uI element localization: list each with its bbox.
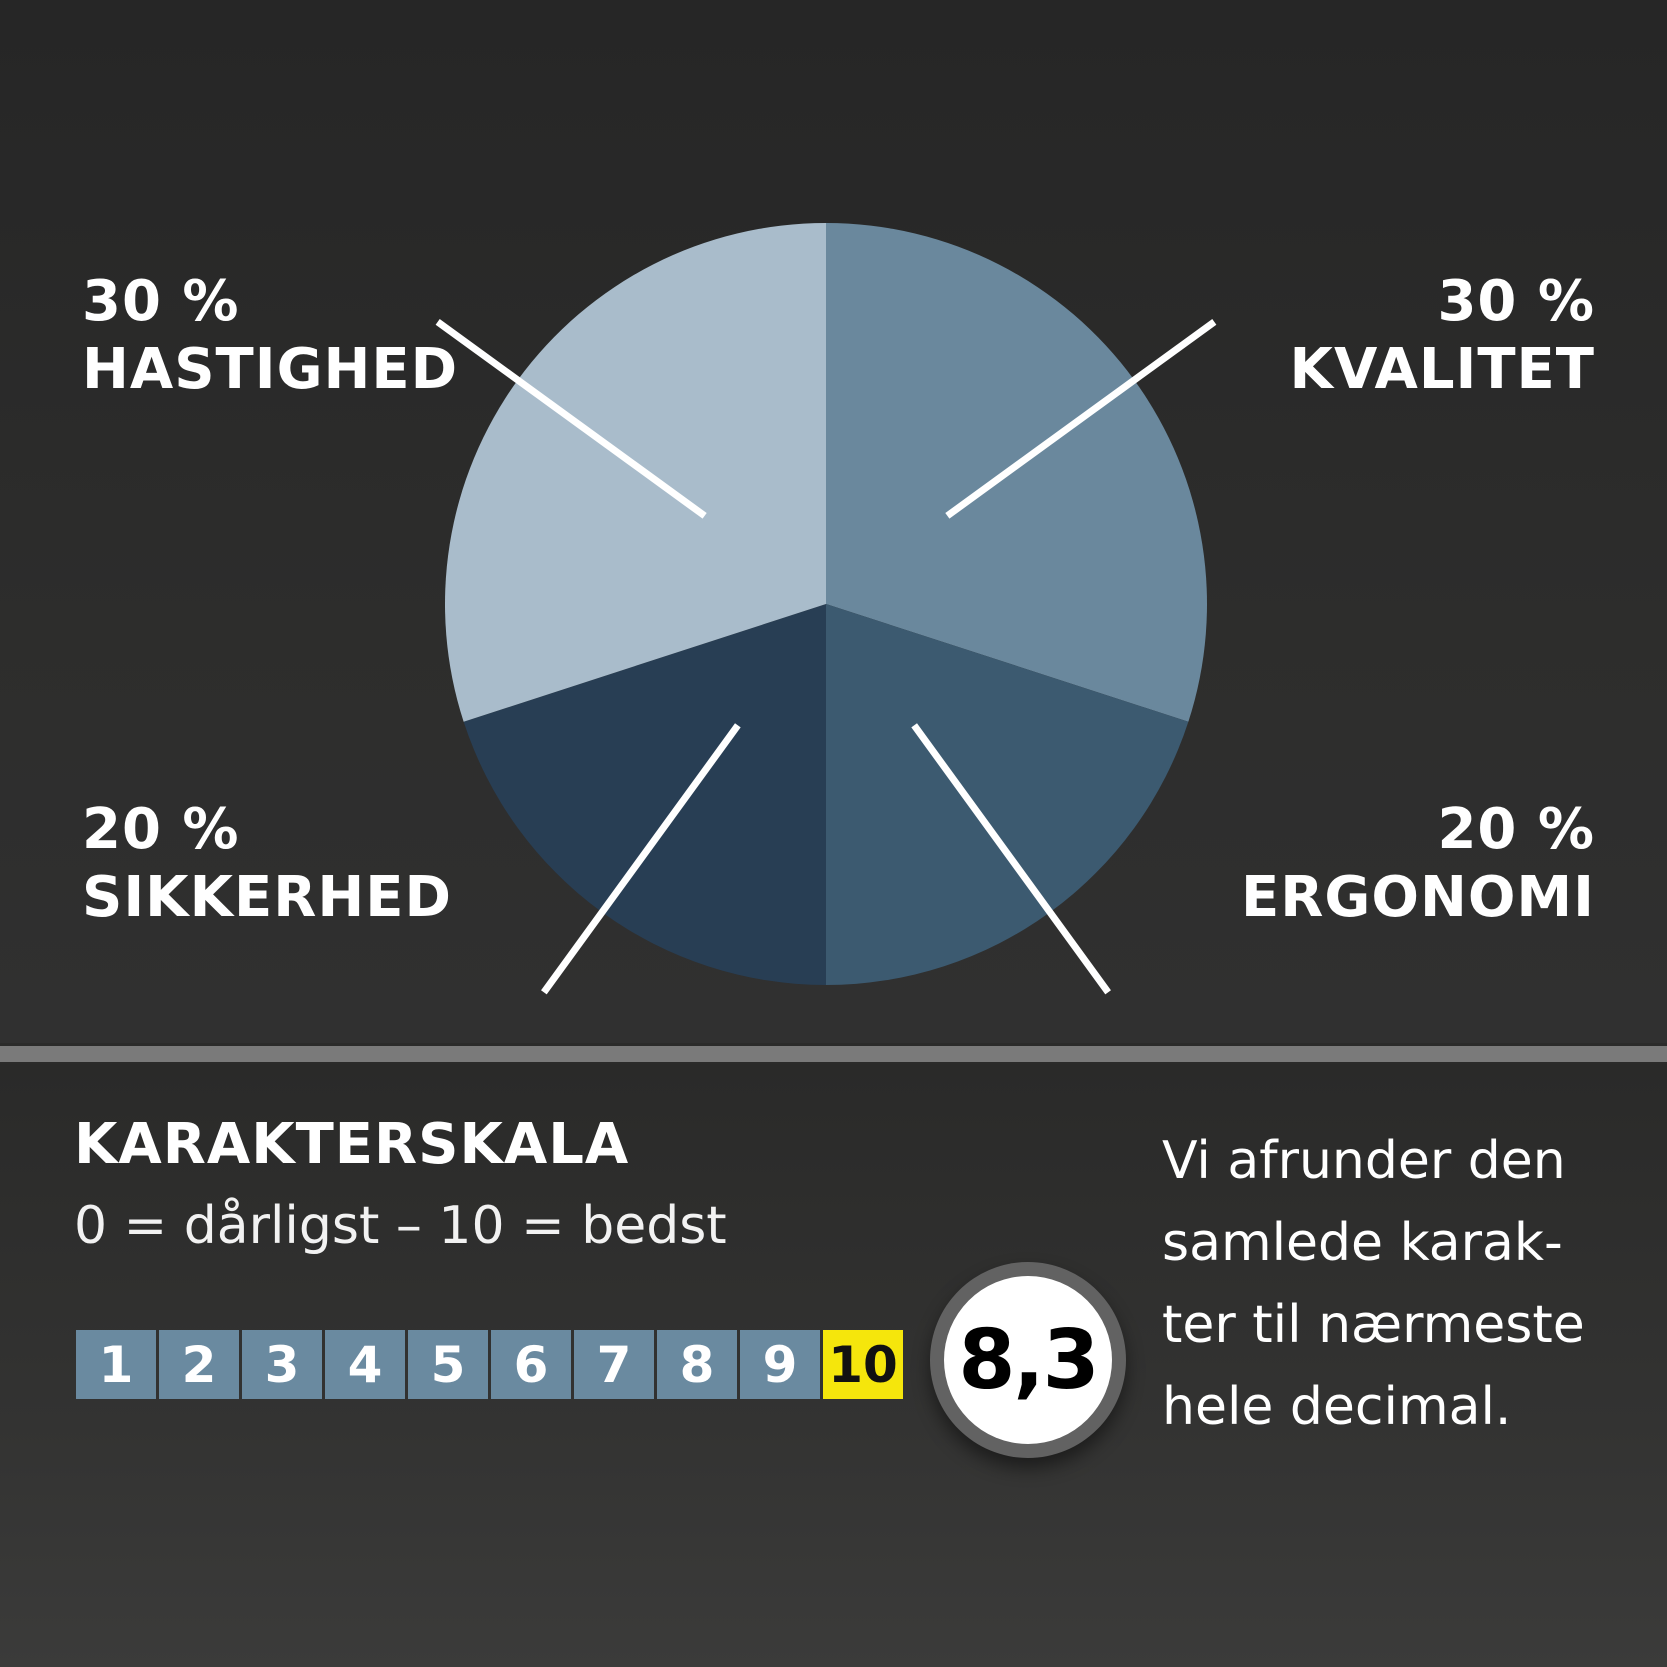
- slice-label-sikkerhed: 20 % SIKKERHED: [82, 796, 452, 932]
- slice-percent-hastighed: 30 %: [82, 269, 240, 334]
- grade-box-7: 7: [574, 1330, 654, 1399]
- leader-line-kvalitet: [945, 319, 1217, 519]
- pie-slice-ergonomi: [826, 604, 1189, 985]
- grade-box-4: 4: [325, 1330, 405, 1399]
- leader-line-hastighed: [435, 319, 707, 519]
- grade-box-9: 9: [740, 1330, 820, 1399]
- grade-box-3: 3: [242, 1330, 322, 1399]
- scale-subtitle: 0 = dårligst – 10 = bedst: [74, 1196, 727, 1256]
- score-badge: 8,3: [930, 1262, 1126, 1458]
- grade-box-10: 10: [823, 1330, 903, 1399]
- scale-title: KARAKTERSKALA: [74, 1112, 630, 1177]
- slice-percent-sikkerhed: 20 %: [82, 797, 240, 862]
- pie-chart: [435, 223, 1217, 995]
- slice-label-kvalitet: 30 % KVALITET: [1290, 268, 1595, 404]
- grade-box-8: 8: [657, 1330, 737, 1399]
- slice-name-hastighed: HASTIGHED: [82, 337, 459, 402]
- slice-label-ergonomi: 20 % ERGONOMI: [1241, 796, 1595, 932]
- leader-line-ergonomi: [911, 723, 1111, 995]
- pie-slice-hastighed: [444, 223, 826, 722]
- pie-slice-kvalitet: [826, 223, 1208, 722]
- note-line: samlede karak-: [1162, 1213, 1563, 1273]
- slice-percent-ergonomi: 20 %: [1437, 797, 1595, 862]
- section-divider: [0, 1046, 1667, 1062]
- rounding-note: Vi afrunder den samlede karak- ter til n…: [1162, 1120, 1632, 1448]
- note-line: hele decimal.: [1162, 1377, 1512, 1437]
- score-value: 8,3: [944, 1276, 1112, 1444]
- slice-name-sikkerhed: SIKKERHED: [82, 865, 452, 930]
- slice-label-hastighed: 30 % HASTIGHED: [82, 268, 458, 404]
- slice-name-ergonomi: ERGONOMI: [1241, 865, 1595, 930]
- leader-line-sikkerhed: [541, 723, 741, 995]
- grade-box-1: 1: [76, 1330, 156, 1399]
- note-line: ter til nærmeste: [1162, 1295, 1585, 1355]
- pie-slice-sikkerhed: [463, 604, 826, 985]
- grade-box-2: 2: [159, 1330, 239, 1399]
- grade-scale: 1 2 3 4 5 6 7 8 9 10: [76, 1330, 903, 1399]
- grade-box-5: 5: [408, 1330, 488, 1399]
- slice-name-kvalitet: KVALITET: [1289, 337, 1595, 402]
- note-line: Vi afrunder den: [1162, 1131, 1566, 1191]
- grade-box-6: 6: [491, 1330, 571, 1399]
- slice-percent-kvalitet: 30 %: [1437, 269, 1595, 334]
